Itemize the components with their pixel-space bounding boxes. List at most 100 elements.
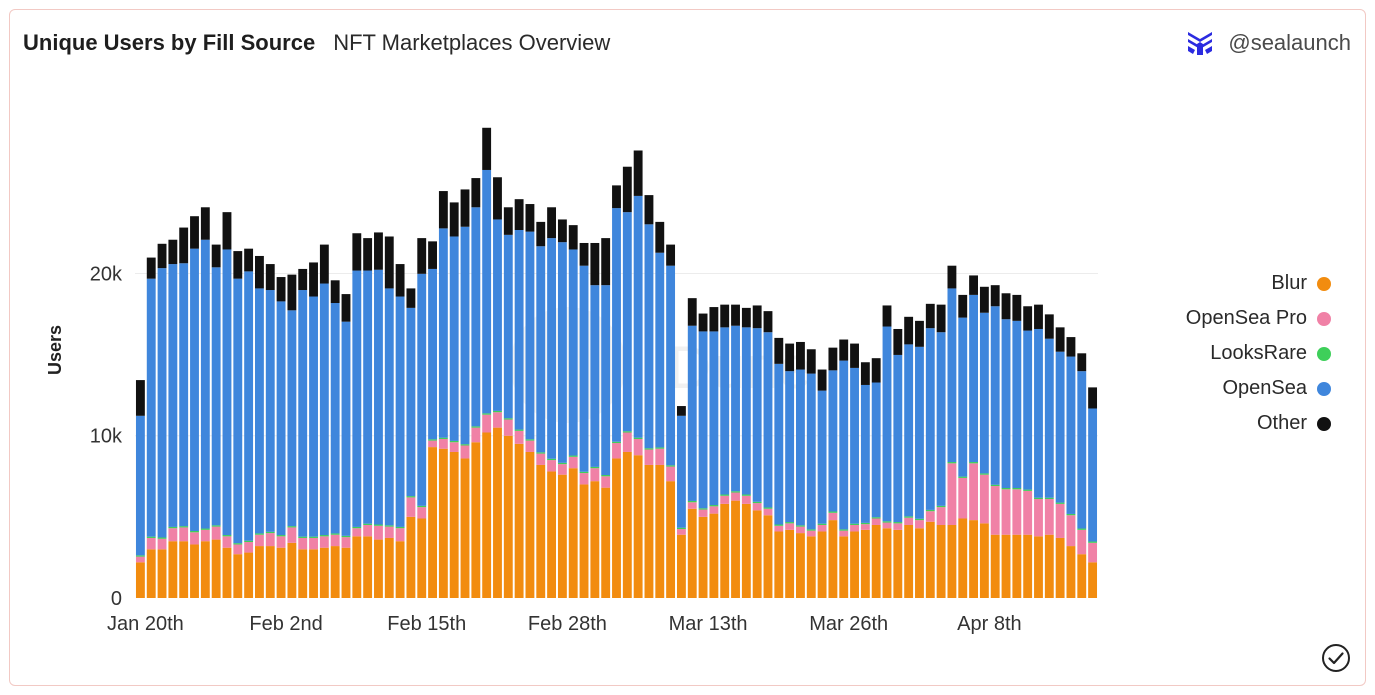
bar-stack-38 <box>547 207 557 598</box>
bar-blur-50 <box>676 534 686 598</box>
bar-opensea-18 <box>330 303 340 534</box>
bar-blur-38 <box>547 471 557 598</box>
bar-stack-2 <box>157 243 167 598</box>
bar-stack-76 <box>958 294 968 598</box>
legend-label: Other <box>1256 412 1307 434</box>
bar-stack-67 <box>860 362 870 598</box>
legend-item-blur[interactable]: Blur <box>1186 266 1331 301</box>
bar-stack-82 <box>1023 306 1033 598</box>
bar-other-84 <box>1044 314 1054 339</box>
bar-opensea-pro-45 <box>622 432 632 452</box>
bar-other-24 <box>395 264 405 297</box>
bar-opensea-84 <box>1044 338 1054 498</box>
legend-item-other[interactable]: Other <box>1186 406 1331 441</box>
bar-looksrare-18 <box>330 533 340 535</box>
legend-item-looksrare[interactable]: LooksRare <box>1186 336 1331 371</box>
bar-opensea-pro-37 <box>536 453 546 465</box>
bar-looksrare-11 <box>255 533 264 535</box>
x-tick-label-2: Feb 15th <box>387 613 466 635</box>
bar-other-39 <box>557 219 567 243</box>
bar-opensea-pro-86 <box>1066 515 1076 547</box>
legend-item-opensea[interactable]: OpenSea <box>1186 371 1331 406</box>
bar-looksrare-36 <box>525 439 535 441</box>
bar-looksrare-71 <box>904 516 914 518</box>
bar-opensea-42 <box>590 285 600 467</box>
bar-other-2 <box>157 243 167 269</box>
bar-opensea-36 <box>525 231 535 440</box>
bar-blur-22 <box>374 539 383 598</box>
check-circle-icon[interactable] <box>1321 643 1351 673</box>
bar-opensea-19 <box>341 321 351 536</box>
bar-other-17 <box>319 244 329 284</box>
bar-opensea-37 <box>536 246 546 453</box>
bar-looksrare-79 <box>990 484 1000 487</box>
bar-opensea-30 <box>460 226 470 445</box>
bar-opensea-86 <box>1066 356 1076 514</box>
bar-blur-3 <box>168 541 178 598</box>
bar-stack-72 <box>915 320 924 598</box>
bar-opensea-6 <box>200 239 210 529</box>
bar-opensea-pro-82 <box>1023 490 1033 535</box>
bar-opensea-pro-40 <box>568 456 578 469</box>
bar-stack-8 <box>222 212 232 598</box>
bar-opensea-59 <box>774 363 784 525</box>
bar-stack-15 <box>298 268 308 598</box>
bar-blur-83 <box>1034 536 1043 598</box>
bar-opensea-pro-15 <box>298 537 308 550</box>
bar-blur-88 <box>1088 562 1098 598</box>
bar-other-55 <box>731 304 740 326</box>
brand[interactable]: @sealaunch <box>1186 30 1351 56</box>
bar-opensea-pro-33 <box>493 412 502 428</box>
bar-looksrare-4 <box>179 526 189 528</box>
chart-header: Unique Users by Fill Source NFT Marketpl… <box>23 30 610 58</box>
bar-stack-22 <box>374 232 383 598</box>
bar-opensea-pro-85 <box>1055 503 1065 538</box>
bar-opensea-80 <box>1001 319 1011 488</box>
bar-other-23 <box>384 236 394 289</box>
bar-looksrare-52 <box>698 508 708 510</box>
x-axis: Jan 20th Feb 2nd Feb 15th Feb 28th Mar 13th M… <box>107 613 1022 635</box>
bar-opensea-17 <box>319 283 329 536</box>
bar-looksrare-40 <box>568 455 578 457</box>
bar-blur-28 <box>438 448 448 598</box>
bar-opensea-pro-69 <box>882 522 892 529</box>
bar-looksrare-19 <box>341 535 351 538</box>
bar-opensea-55 <box>731 325 740 492</box>
bar-blur-23 <box>384 537 394 598</box>
bar-looksrare-49 <box>666 465 676 467</box>
bar-stack-33 <box>493 177 502 598</box>
bar-blur-17 <box>319 547 329 598</box>
bar-opensea-40 <box>568 249 578 456</box>
bar-stack-11 <box>255 255 264 598</box>
bar-looksrare-35 <box>514 429 524 431</box>
bar-stack-81 <box>1012 294 1022 598</box>
bar-blur-69 <box>882 528 892 598</box>
bar-other-60 <box>785 343 795 372</box>
bar-opensea-pro-77 <box>969 463 978 521</box>
bar-stack-50 <box>676 406 686 598</box>
bar-opensea-65 <box>839 360 849 530</box>
bar-looksrare-70 <box>893 522 903 524</box>
bar-opensea-pro-8 <box>222 536 232 548</box>
bar-other-15 <box>298 268 308 291</box>
bar-opensea-pro-83 <box>1034 499 1043 537</box>
bar-other-37 <box>536 221 546 247</box>
bar-other-88 <box>1088 387 1098 409</box>
bar-stack-20 <box>352 233 362 598</box>
bar-opensea-82 <box>1023 330 1033 490</box>
bar-opensea-14 <box>287 310 297 527</box>
bar-opensea-pro-44 <box>612 443 621 459</box>
bar-looksrare-42 <box>590 466 600 469</box>
bar-stack-37 <box>536 221 546 598</box>
bar-looksrare-68 <box>871 517 881 519</box>
bar-stack-16 <box>309 262 318 598</box>
bar-blur-31 <box>471 442 481 598</box>
bar-opensea-10 <box>244 271 254 541</box>
bar-other-29 <box>449 202 459 237</box>
bar-other-76 <box>958 294 968 318</box>
bar-looksrare-80 <box>1001 487 1011 490</box>
bar-blur-86 <box>1066 546 1076 598</box>
bar-blur-21 <box>363 536 373 598</box>
legend-item-opensea-pro[interactable]: OpenSea Pro <box>1186 301 1331 336</box>
bar-opensea-pro-52 <box>698 509 708 517</box>
